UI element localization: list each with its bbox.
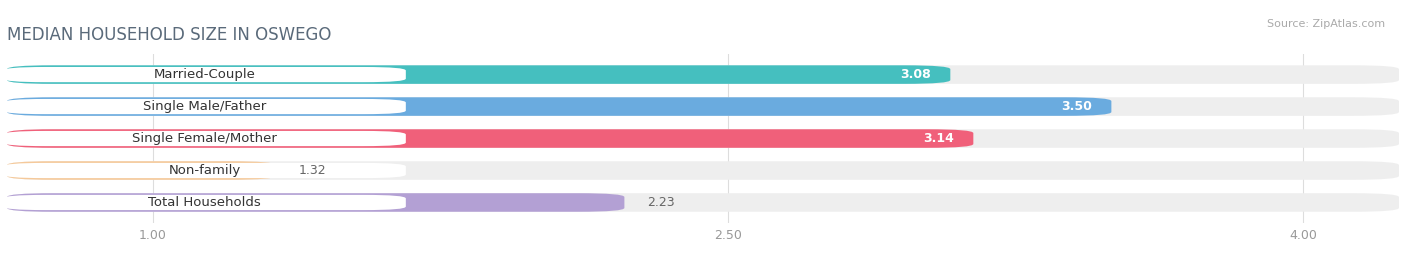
Text: 3.08: 3.08 [900, 68, 931, 81]
FancyBboxPatch shape [7, 161, 276, 180]
FancyBboxPatch shape [7, 129, 973, 148]
Text: 1.32: 1.32 [298, 164, 326, 177]
FancyBboxPatch shape [7, 193, 1399, 212]
Text: Single Female/Mother: Single Female/Mother [132, 132, 277, 145]
FancyBboxPatch shape [3, 195, 406, 210]
FancyBboxPatch shape [3, 131, 406, 146]
FancyBboxPatch shape [3, 163, 406, 178]
FancyBboxPatch shape [7, 97, 1399, 116]
Text: MEDIAN HOUSEHOLD SIZE IN OSWEGO: MEDIAN HOUSEHOLD SIZE IN OSWEGO [7, 26, 332, 44]
Text: Source: ZipAtlas.com: Source: ZipAtlas.com [1267, 19, 1385, 29]
Text: Non-family: Non-family [169, 164, 240, 177]
FancyBboxPatch shape [7, 97, 1111, 116]
Text: 2.23: 2.23 [647, 196, 675, 209]
FancyBboxPatch shape [7, 65, 1399, 84]
FancyBboxPatch shape [3, 99, 406, 114]
FancyBboxPatch shape [7, 193, 624, 212]
Text: Married-Couple: Married-Couple [153, 68, 256, 81]
Text: 3.50: 3.50 [1062, 100, 1092, 113]
FancyBboxPatch shape [7, 129, 1399, 148]
Text: Single Male/Father: Single Male/Father [143, 100, 266, 113]
FancyBboxPatch shape [7, 65, 950, 84]
FancyBboxPatch shape [7, 161, 1399, 180]
FancyBboxPatch shape [3, 67, 406, 82]
Text: 3.14: 3.14 [924, 132, 955, 145]
Text: Total Households: Total Households [148, 196, 262, 209]
